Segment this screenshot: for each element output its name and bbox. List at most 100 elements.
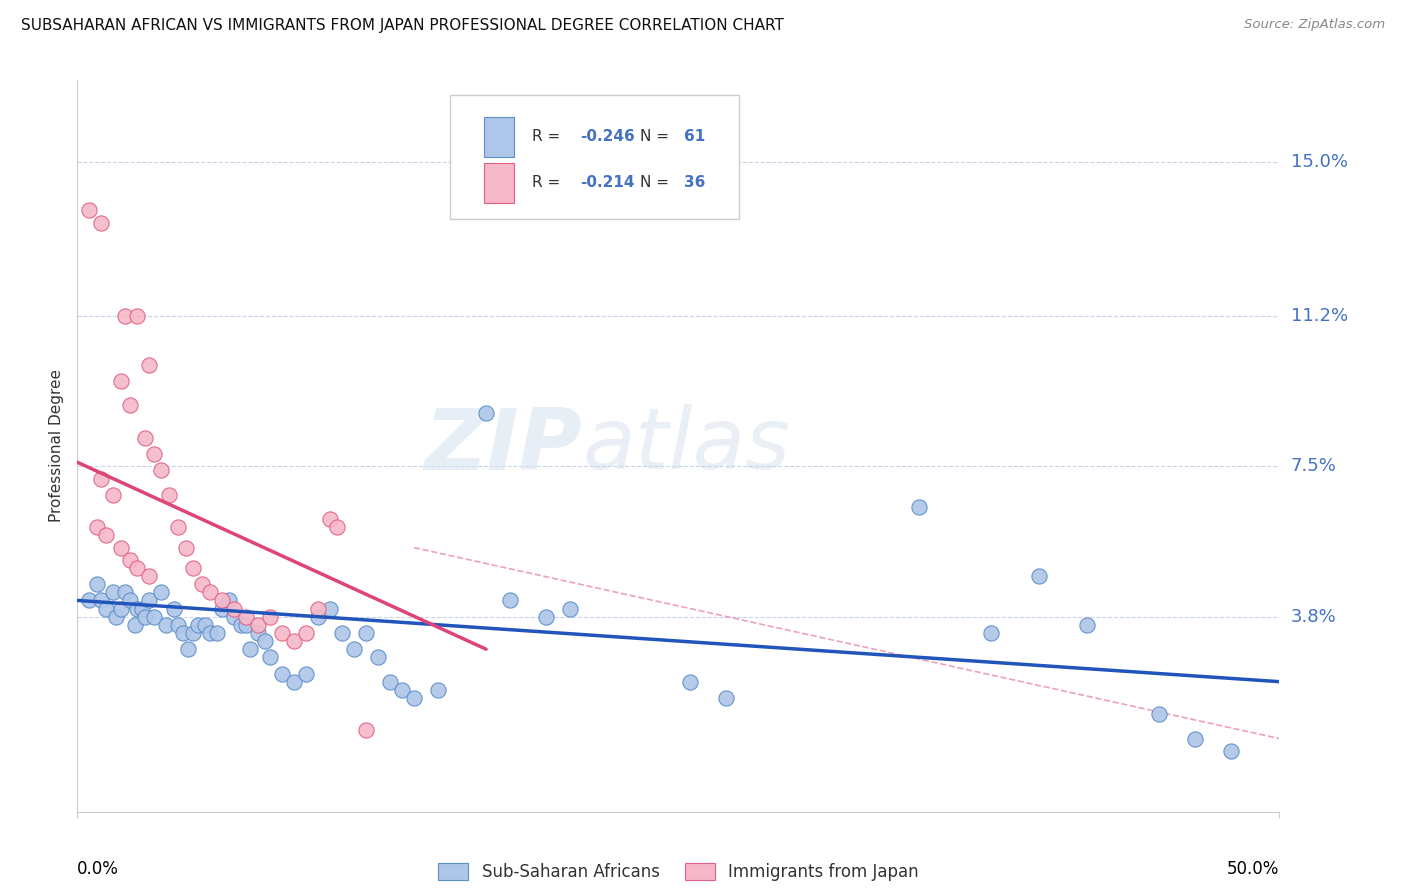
Point <box>138 569 160 583</box>
Point <box>294 626 316 640</box>
Point <box>253 634 276 648</box>
Text: 0.0%: 0.0% <box>77 861 120 879</box>
Point <box>120 593 142 607</box>
Point <box>90 593 112 607</box>
Legend: Sub-Saharan Africans, Immigrants from Japan: Sub-Saharan Africans, Immigrants from Ja… <box>432 856 925 888</box>
Point <box>143 609 166 624</box>
Point <box>143 447 166 461</box>
Point <box>127 561 149 575</box>
Point <box>191 577 214 591</box>
Point <box>124 617 146 632</box>
Point <box>205 626 228 640</box>
Point <box>134 431 156 445</box>
Point <box>391 682 413 697</box>
Point <box>980 626 1002 640</box>
Point <box>150 585 173 599</box>
Point <box>270 666 292 681</box>
Text: R =: R = <box>531 175 565 190</box>
Text: R =: R = <box>531 129 565 145</box>
Point <box>1028 569 1050 583</box>
Point <box>120 553 142 567</box>
Point <box>96 528 118 542</box>
Point <box>90 215 112 229</box>
Text: 3.8%: 3.8% <box>1291 607 1336 625</box>
Point <box>716 690 738 705</box>
Point <box>127 309 149 323</box>
Point <box>138 358 160 372</box>
Bar <box>484 117 513 157</box>
Point <box>307 609 329 624</box>
Text: N =: N = <box>640 175 673 190</box>
Point <box>103 585 125 599</box>
Point <box>679 674 702 689</box>
Bar <box>484 163 513 203</box>
Point <box>259 609 281 624</box>
Point <box>86 520 108 534</box>
Point <box>1149 707 1171 722</box>
Point <box>499 593 522 607</box>
Point <box>110 541 132 555</box>
Point <box>283 634 305 648</box>
Point <box>114 309 136 323</box>
Text: SUBSAHARAN AFRICAN VS IMMIGRANTS FROM JAPAN PROFESSIONAL DEGREE CORRELATION CHAR: SUBSAHARAN AFRICAN VS IMMIGRANTS FROM JA… <box>21 18 785 33</box>
Point <box>1184 731 1206 746</box>
Point <box>235 609 257 624</box>
Text: Source: ZipAtlas.com: Source: ZipAtlas.com <box>1244 18 1385 31</box>
Point <box>155 617 177 632</box>
Text: 61: 61 <box>685 129 706 145</box>
Point <box>194 617 217 632</box>
Point <box>177 642 200 657</box>
Point <box>181 561 204 575</box>
Point <box>198 585 221 599</box>
Point <box>343 642 366 657</box>
Point <box>90 471 112 485</box>
Point <box>378 674 401 689</box>
Text: 7.5%: 7.5% <box>1291 458 1337 475</box>
Point <box>222 601 245 615</box>
Point <box>186 617 209 632</box>
Point <box>120 398 142 412</box>
Point <box>427 682 450 697</box>
FancyBboxPatch shape <box>450 95 738 219</box>
Point <box>114 585 136 599</box>
Point <box>319 601 342 615</box>
Point <box>131 601 153 615</box>
Point <box>908 500 931 514</box>
Point <box>167 520 190 534</box>
Point <box>79 593 101 607</box>
Point <box>134 609 156 624</box>
Text: atlas: atlas <box>582 404 790 488</box>
Point <box>283 674 305 689</box>
Point <box>104 609 127 624</box>
Text: 50.0%: 50.0% <box>1227 861 1279 879</box>
Point <box>110 601 132 615</box>
Point <box>211 601 233 615</box>
Point <box>157 488 180 502</box>
Point <box>110 374 132 388</box>
Text: -0.214: -0.214 <box>579 175 634 190</box>
Point <box>326 520 349 534</box>
Point <box>402 690 425 705</box>
Point <box>162 601 184 615</box>
Point <box>79 203 101 218</box>
Point <box>354 626 377 640</box>
Point <box>270 626 292 640</box>
Point <box>239 642 262 657</box>
Text: N =: N = <box>640 129 673 145</box>
Point <box>127 601 149 615</box>
Point <box>218 593 240 607</box>
Point <box>211 593 233 607</box>
Point <box>330 626 353 640</box>
Point <box>229 617 252 632</box>
Point <box>138 593 160 607</box>
Point <box>167 617 190 632</box>
Point <box>354 723 377 738</box>
Point <box>246 617 269 632</box>
Point <box>235 617 257 632</box>
Point <box>96 601 118 615</box>
Point <box>86 577 108 591</box>
Point <box>246 626 269 640</box>
Point <box>103 488 125 502</box>
Text: 15.0%: 15.0% <box>1291 153 1347 170</box>
Y-axis label: Professional Degree: Professional Degree <box>49 369 65 523</box>
